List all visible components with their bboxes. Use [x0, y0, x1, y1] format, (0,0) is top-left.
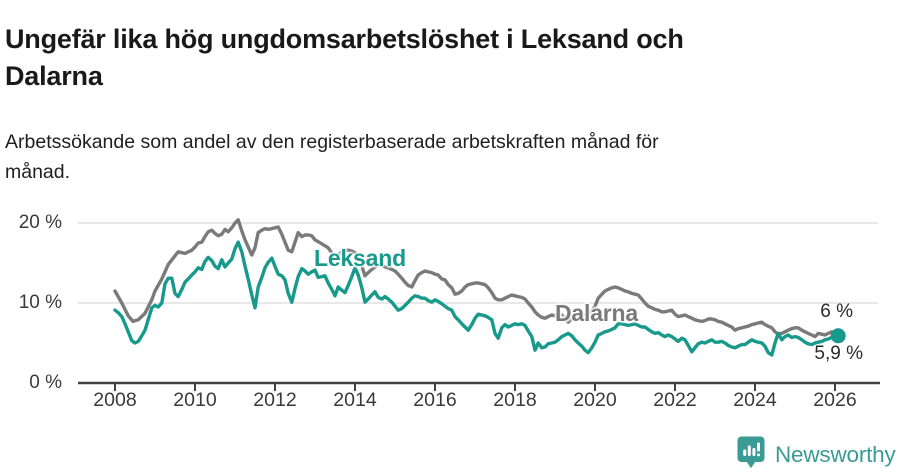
gridlines [78, 222, 878, 304]
x-axis-label: 2010 [173, 389, 217, 411]
x-axis-label: 2014 [333, 389, 377, 411]
x-axis-label: 2024 [733, 389, 777, 411]
x-axis-label: 2020 [573, 389, 617, 411]
chart-subtitle: Arbetssökande som andel av den registerb… [5, 127, 845, 187]
x-axis-label: 2018 [493, 389, 537, 411]
x-axis-label: 2022 [653, 389, 697, 411]
leksand-end-dot [830, 328, 846, 344]
y-axis-label: 20 % [18, 212, 62, 233]
x-axis-label: 2016 [413, 389, 457, 411]
newsworthy-logo [737, 436, 765, 470]
x-axis-label: 2012 [253, 389, 297, 411]
leksand-end-value-label: 5,9 % [814, 343, 863, 364]
chart-subtitle-line1: Arbetssökande som andel av den registerb… [5, 130, 659, 153]
leksand-series-label: Leksand [314, 245, 406, 271]
newsworthy-brand-text: Newsworthy [775, 442, 896, 467]
x-axis-label: 2026 [813, 389, 857, 411]
page-title: Ungefär lika hög ungdomsarbetslöshet i L… [5, 21, 845, 95]
y-axis-label: 0 % [29, 372, 62, 393]
x-axis-ticks [114, 383, 836, 391]
page-title-line2: Dalarna [5, 61, 103, 92]
chart-subtitle-line2: månad. [5, 160, 71, 183]
leksand-line [113, 240, 840, 357]
page-title-line1: Ungefär lika hög ungdomsarbetslöshet i L… [5, 24, 684, 55]
newsworthy-pin-icon [737, 436, 765, 469]
dalarna-end-value-label: 6 % [820, 301, 853, 322]
dalarna-line [113, 218, 840, 339]
dalarna-series-label: Dalarna [555, 300, 638, 326]
x-axis-label: 2008 [93, 389, 137, 411]
y-axis-label: 10 % [18, 292, 62, 313]
